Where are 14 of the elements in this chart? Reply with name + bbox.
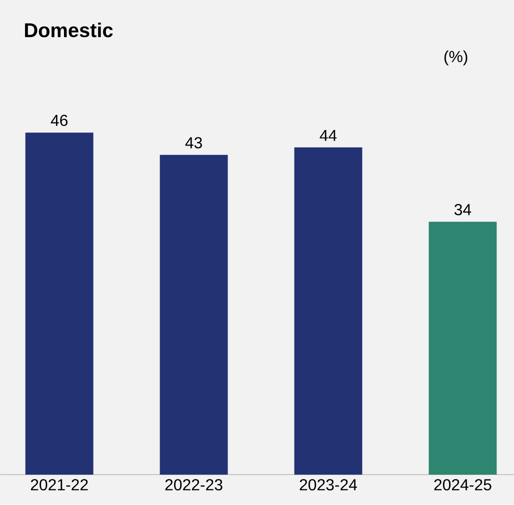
- bar: [160, 155, 228, 475]
- data-label: 44: [320, 130, 337, 142]
- data-label: 34: [454, 204, 472, 216]
- x-tick-label: 2022-23: [165, 479, 222, 491]
- chart-title: Domestic: [25, 22, 113, 38]
- x-tick-label: 2021-22: [30, 479, 88, 491]
- y-axis-title: (%): [444, 50, 468, 66]
- bar: [428, 222, 497, 475]
- data-label: 43: [185, 137, 202, 149]
- bar: [294, 148, 362, 475]
- data-label: 46: [50, 114, 68, 126]
- x-tick-label: 2023-24: [300, 479, 358, 491]
- x-tick-label: 2024-25: [434, 479, 492, 491]
- bar: [25, 132, 94, 475]
